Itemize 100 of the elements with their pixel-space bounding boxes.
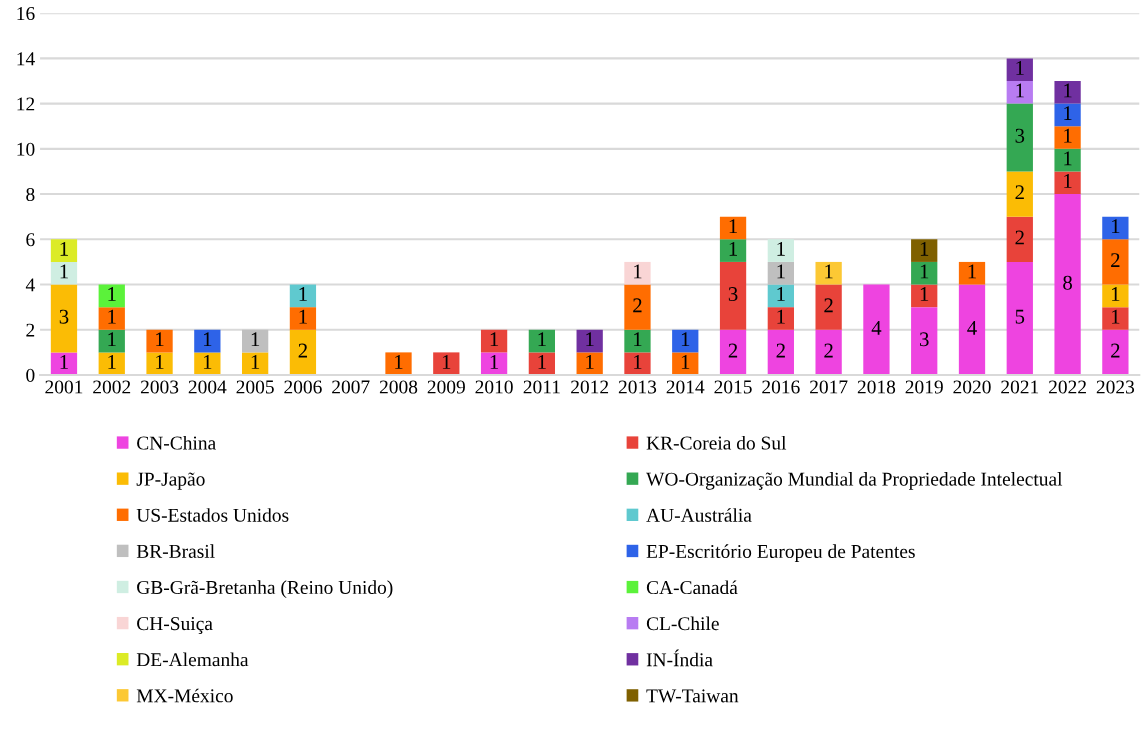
bar: [767, 261, 794, 285]
y-tick-label: 0: [26, 368, 35, 382]
y-tick-label: 10: [17, 142, 35, 156]
bar: [1006, 171, 1033, 217]
bar: [289, 284, 317, 308]
bar: [911, 284, 938, 308]
data-label: 1: [1016, 60, 1024, 75]
data-label: 1: [968, 264, 976, 279]
legend-label: US-Estados Unidos: [136, 508, 289, 522]
legend-label: DE-Alemanha: [136, 652, 249, 667]
data-label: 1: [777, 264, 785, 279]
bar: [50, 352, 78, 375]
data-label: 1: [681, 354, 690, 369]
x-tick-label: 2005: [236, 380, 274, 394]
data-label: 1: [156, 354, 164, 369]
data-label: 1: [1064, 151, 1072, 166]
data-label: 1: [920, 264, 929, 279]
bar: [911, 307, 938, 375]
bar: [1102, 239, 1129, 285]
bar: [528, 329, 556, 353]
bar: [194, 329, 221, 353]
bar: [1054, 103, 1081, 127]
bar: [194, 352, 221, 375]
bar: [719, 329, 747, 375]
bar: [672, 329, 699, 353]
data-label: 1: [203, 354, 212, 369]
x-tick-label: 2010: [475, 380, 513, 394]
bar: [1102, 329, 1129, 375]
data-label: 3: [59, 309, 69, 324]
x-tick-label: 2001: [45, 380, 83, 394]
x-tick-label: 2020: [953, 380, 991, 394]
data-label: 1: [729, 241, 738, 256]
y-tick-label: 6: [26, 233, 35, 247]
data-label: 1: [490, 332, 499, 347]
legend-label: GB-Grã-Bretanha (Reino Unido): [137, 580, 393, 598]
legend-label: MX-México: [136, 688, 233, 703]
bar: [98, 307, 125, 330]
data-label: 2: [1015, 185, 1024, 200]
data-label: 1: [1064, 174, 1072, 188]
bar: [480, 352, 508, 375]
y-tick-label: 4: [25, 278, 35, 292]
bar: [863, 284, 890, 375]
bar: [1054, 194, 1081, 375]
data-label: 1: [634, 264, 642, 279]
x-tick-label: 2011: [523, 380, 560, 394]
data-label: 1: [538, 332, 546, 347]
data-label: 1: [442, 354, 451, 369]
data-label: 1: [586, 354, 594, 369]
x-tick-label: 2019: [905, 380, 943, 394]
bar: [624, 329, 651, 353]
data-label: 1: [920, 241, 929, 256]
x-tick-label: 2015: [714, 380, 752, 394]
data-label: 1: [1064, 83, 1072, 98]
bar: [1006, 103, 1033, 172]
bar: [1006, 261, 1033, 375]
bar: [433, 352, 460, 375]
x-tick-label: 2008: [379, 380, 418, 394]
bar: [1006, 81, 1033, 104]
legend-label: IN-Índia: [646, 649, 713, 667]
legend-label: BR-Brasil: [136, 544, 215, 558]
x-tick-label: 2014: [666, 380, 705, 394]
bar: [98, 352, 125, 375]
bar: [767, 307, 794, 330]
bar: [1102, 216, 1129, 240]
bar: [576, 352, 603, 375]
bar: [1054, 171, 1081, 195]
data-label: 2: [1015, 230, 1024, 245]
data-label: 1: [395, 354, 403, 369]
x-tick-label: 2012: [571, 380, 609, 394]
bar: [385, 352, 412, 375]
data-label: 1: [729, 219, 738, 234]
bar: [624, 284, 651, 330]
data-label: 1: [681, 332, 690, 347]
legend-label: KR-Coreia do Sul: [646, 435, 787, 450]
data-label: 1: [920, 287, 929, 301]
data-label: 1: [108, 332, 116, 347]
data-label: 1: [108, 354, 116, 369]
bar: [1054, 81, 1081, 104]
x-tick-label: 2021: [1001, 380, 1039, 394]
x-tick-label: 2022: [1049, 380, 1086, 394]
bar: [289, 307, 317, 330]
y-tick-label: 16: [17, 7, 35, 21]
x-tick-label: 2016: [762, 380, 800, 394]
x-tick-label: 2003: [140, 380, 179, 394]
bar: [576, 329, 603, 353]
x-tick-label: 2006: [284, 380, 322, 394]
bar: [815, 261, 842, 285]
bar: [480, 329, 508, 353]
bar: [1102, 284, 1129, 308]
bar: [767, 284, 794, 308]
bar: [1102, 307, 1129, 330]
bar: [98, 284, 125, 308]
bar: [767, 239, 794, 262]
legend-label: CN-China: [137, 435, 216, 450]
x-tick-label: 2013: [618, 380, 657, 394]
data-label: 5: [1015, 309, 1025, 324]
x-tick-label: 2017: [810, 380, 848, 394]
data-label: 3: [920, 332, 929, 347]
data-label: 1: [634, 354, 642, 369]
bar: [146, 329, 173, 353]
